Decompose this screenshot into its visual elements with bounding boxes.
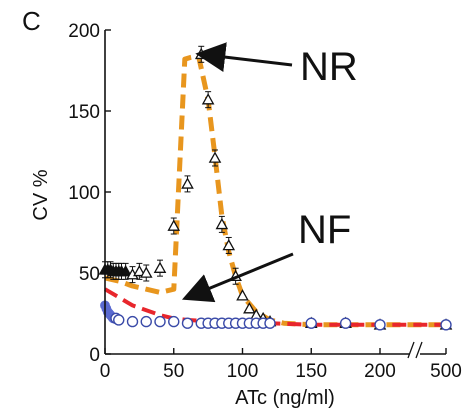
axis-break-gap (410, 342, 420, 358)
nf-data-point (113, 314, 125, 326)
x-tick-label: 50 (163, 361, 184, 382)
nf-data-point (126, 315, 139, 328)
nr-data-point (167, 219, 181, 231)
annotation-nf: NF (298, 208, 351, 252)
nf-data-point (264, 317, 276, 329)
nr-data-point (236, 289, 249, 301)
x-tick-label: 200 (364, 361, 396, 382)
nr-data-point (119, 264, 132, 277)
y-axis-label: CV % (30, 169, 52, 220)
nf-data-point (305, 317, 317, 329)
axes: 0 50 100 150 200 500 0 50 100 150 200 (68, 21, 462, 382)
axis-break-slash (407, 341, 415, 359)
panel-label: C (22, 6, 41, 36)
y-tick-label: 200 (68, 21, 100, 42)
axis-break-slash (415, 341, 423, 359)
nf-data-point (140, 315, 152, 328)
nr-data-point (133, 264, 146, 277)
x-tick-label: 500 (430, 361, 462, 382)
nr-data-point (208, 151, 222, 163)
annotation-arrow-nr (195, 42, 293, 73)
x-tick-label: 150 (295, 361, 327, 382)
nf-data-point (154, 315, 166, 328)
x-tick-label: 0 (100, 361, 111, 382)
fit-line-nr (104, 53, 446, 328)
nr-data-point (181, 177, 194, 189)
annotations: NR NF (181, 42, 358, 303)
data-markers (98, 45, 453, 331)
x-axis-label: ATc (ng/ml) (235, 387, 335, 409)
y-tick-label: 100 (68, 183, 100, 204)
nf-data-point (339, 317, 352, 329)
nf-data-point (181, 317, 194, 329)
annotation-arrow-nf (181, 252, 294, 303)
nf-data-point (374, 319, 386, 331)
x-tick-label: 100 (227, 361, 259, 382)
nr-data-point (215, 217, 229, 230)
y-tick-label: 0 (89, 345, 100, 366)
nr-data-point (222, 238, 236, 251)
nr-data-point (243, 302, 256, 314)
y-tick-label: 150 (68, 102, 100, 123)
x-axis-break (407, 341, 423, 359)
nr-data-point (139, 266, 153, 278)
fit-lines (103, 53, 446, 328)
nf-data-point (168, 315, 180, 328)
nf-data-point (440, 319, 452, 331)
annotation-nr: NR (300, 45, 358, 89)
nr-data-point (201, 93, 215, 105)
nr-data-point (153, 261, 167, 273)
y-tick-label: 50 (79, 264, 100, 285)
